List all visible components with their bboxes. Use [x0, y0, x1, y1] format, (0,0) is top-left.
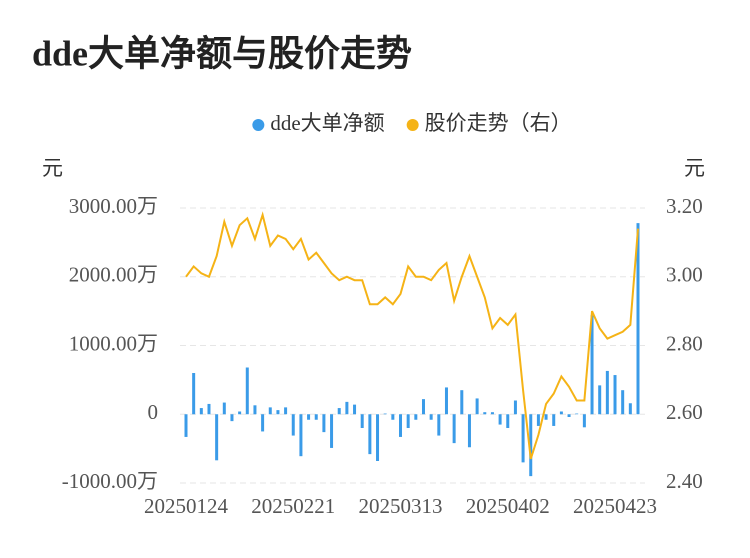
bar [399, 414, 403, 437]
bar [322, 414, 326, 433]
bar [299, 414, 303, 457]
y-tick-label: 0 [148, 400, 159, 424]
x-tick-label: 20250402 [466, 494, 550, 518]
bar [184, 414, 188, 437]
bar [314, 414, 318, 420]
bar [598, 385, 602, 415]
y-tick-label: 3000.00万 [69, 194, 158, 218]
bar [406, 414, 410, 428]
bar [621, 390, 625, 415]
bar [207, 403, 211, 415]
bar [245, 367, 249, 415]
bar [383, 413, 387, 415]
bar [421, 399, 425, 415]
bar [467, 414, 471, 448]
price-line [185, 211, 639, 460]
bar [490, 412, 494, 415]
legend: dde大单净额 股价走势（右） [252, 111, 572, 135]
bar [360, 414, 364, 428]
bar [575, 413, 579, 415]
bar [330, 414, 334, 448]
bar [559, 411, 563, 415]
bar [345, 401, 349, 415]
y2-tick-label: 2.80 [666, 331, 703, 355]
bar [268, 407, 272, 415]
bar [215, 414, 219, 461]
bar [628, 403, 632, 415]
bar [582, 414, 586, 428]
y-tick-label: 2000.00万 [69, 263, 158, 287]
bar [368, 414, 372, 455]
bar [444, 387, 448, 415]
bar [567, 414, 571, 417]
bar [291, 414, 295, 436]
bar [414, 414, 418, 420]
bar [613, 375, 617, 415]
bar [483, 412, 487, 415]
bar [506, 414, 510, 428]
y-tick-label: 1000.00万 [69, 331, 158, 355]
bar [513, 400, 517, 415]
bar [222, 402, 226, 415]
bar [636, 223, 640, 415]
bar [437, 414, 441, 436]
y-axis-label: 元 [42, 156, 63, 180]
bar [353, 404, 357, 415]
bar [498, 414, 502, 425]
bar [429, 414, 433, 420]
bar [238, 411, 242, 415]
bar [460, 390, 464, 415]
x-tick-label: 20250313 [359, 494, 443, 518]
bar [261, 414, 265, 432]
x-tick-label: 20250423 [573, 494, 657, 518]
x-tick-label: 20250221 [251, 494, 335, 518]
bar [552, 414, 556, 426]
y2-tick-label: 3.00 [666, 263, 703, 287]
bar [230, 414, 234, 422]
legend-marker [252, 119, 265, 131]
y-tick-label: -1000.00万 [62, 469, 158, 493]
y2-tick-label: 2.60 [666, 400, 703, 424]
bar [529, 414, 533, 477]
x-tick-label: 20250124 [144, 494, 229, 518]
bar [605, 370, 609, 415]
bar [276, 410, 280, 415]
y2-tick-label: 3.20 [666, 194, 703, 218]
bar [475, 398, 479, 415]
bar [253, 405, 257, 415]
y2-axis-label: 元 [684, 156, 705, 180]
bar [521, 414, 525, 463]
bar [199, 408, 203, 415]
y2-tick-label: 2.40 [666, 469, 703, 493]
bar [284, 407, 288, 415]
bar [391, 414, 395, 420]
bar [337, 408, 341, 415]
bar [536, 414, 540, 426]
bar [590, 315, 594, 415]
bar [192, 373, 196, 415]
legend-label: 股价走势（右） [425, 111, 572, 135]
bar [307, 414, 311, 420]
legend-label: dde大单净额 [270, 111, 384, 135]
bar [544, 414, 548, 420]
bar [376, 414, 380, 461]
chart-title: dde大单净额与股价走势 [32, 33, 412, 73]
legend-marker [406, 119, 419, 131]
bar [452, 414, 456, 444]
